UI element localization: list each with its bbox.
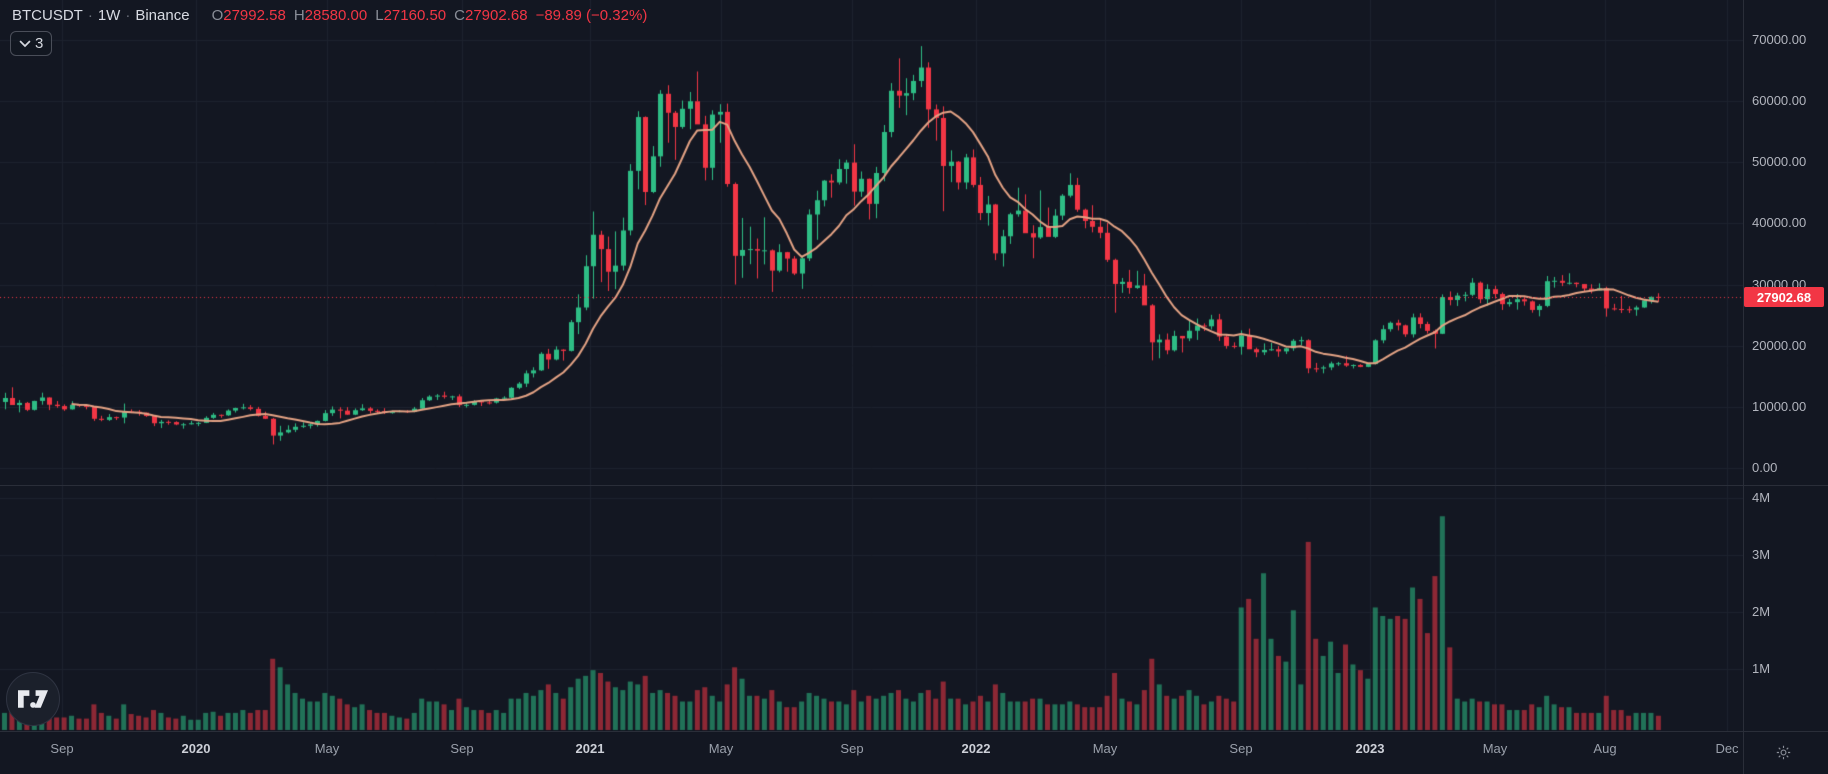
open-key: O	[211, 7, 224, 24]
time-tick-label: Sep	[1229, 741, 1253, 756]
close-key: C	[454, 7, 465, 24]
symbol-legend: BTCUSDT · 1W · Binance O27992.58 H28580.00 L271…	[12, 7, 647, 24]
time-axis-border	[0, 731, 1828, 732]
open-value: 27992.58	[223, 7, 286, 24]
volume-tick-label: 2M	[1752, 604, 1771, 619]
time-tick-label: Aug	[1593, 741, 1617, 756]
volume-tick-label: 3M	[1752, 547, 1771, 562]
exchange-label[interactable]: Binance	[135, 7, 190, 24]
time-tick-label: 2020	[181, 741, 211, 756]
ohlc-values: O27992.58 H28580.00 L27160.50 C27902.68 −89.…	[204, 7, 648, 24]
time-tick-label: Dec	[1715, 741, 1739, 756]
price-tick-label: 60000.00	[1752, 93, 1807, 109]
separator-dot: ·	[87, 7, 93, 24]
volume-tick-label: 4M	[1752, 490, 1771, 505]
indicator-count: 3	[35, 35, 44, 52]
price-tick-label: 20000.00	[1752, 337, 1807, 353]
price-tick-label: 70000.00	[1752, 32, 1807, 47]
indicators-collapse-button[interactable]: 3	[10, 31, 53, 56]
time-tick-label: 2021	[575, 741, 605, 756]
high-key: H	[293, 7, 305, 24]
chevron-down-icon	[19, 40, 31, 48]
interval-label[interactable]: 1W	[97, 7, 121, 24]
time-tick-label: Sep	[840, 741, 864, 756]
time-tick-label: May	[1482, 741, 1508, 756]
symbol-name[interactable]: BTCUSDT	[12, 7, 83, 24]
price-tick-label: 40000.00	[1752, 215, 1807, 231]
time-tick-label: May	[708, 741, 734, 756]
price-axis-border	[1743, 0, 1744, 774]
time-tick-label: May	[314, 741, 340, 756]
change-value: −89.89 (−0.32%)	[535, 7, 648, 24]
time-tick-label: Sep	[50, 741, 74, 756]
pane-separator[interactable]	[0, 485, 1828, 486]
close-value: 27902.68	[465, 7, 528, 24]
current-price-label: 27902.68	[1744, 287, 1824, 308]
time-tick-label: Sep	[450, 741, 474, 756]
low-value: 27160.50	[383, 7, 447, 24]
tradingview-logo[interactable]	[6, 672, 60, 726]
volume-tick-label: 1M	[1752, 661, 1771, 676]
time-tick-label: 2023	[1355, 741, 1385, 756]
time-tick-label: May	[1092, 741, 1118, 756]
separator-dot: ·	[125, 7, 131, 24]
time-scale-settings-gear-icon[interactable]	[1768, 737, 1798, 767]
high-value: 28580.00	[304, 7, 368, 24]
time-tick-label: 2022	[961, 741, 991, 756]
price-tick-label: 0.00	[1752, 460, 1778, 475]
tradingview-logo-icon	[18, 690, 48, 708]
low-key: L	[375, 7, 384, 24]
price-tick-label: 50000.00	[1752, 154, 1807, 170]
price-tick-label: 10000.00	[1752, 398, 1807, 414]
candlestick-chart-canvas[interactable]	[0, 0, 1743, 731]
